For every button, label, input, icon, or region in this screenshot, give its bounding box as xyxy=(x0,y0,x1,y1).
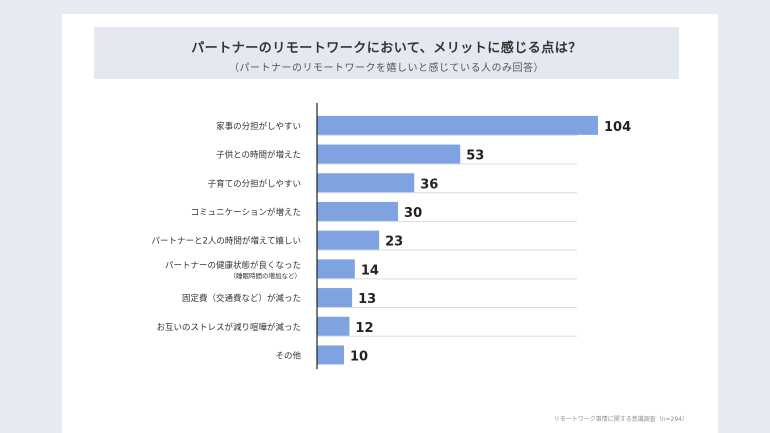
bar xyxy=(317,259,355,279)
category-label: コミュニケーションが増えた xyxy=(191,207,301,218)
data-label: 104 xyxy=(604,120,631,135)
bar xyxy=(317,316,350,336)
category-label: 子供との時間が増えた xyxy=(216,150,301,161)
category-label: パートナーと2人の時間が増えて嬉しい xyxy=(152,236,302,247)
bar-chart: 104 家事の分担がしやすい 53 子供との時間が増えた 36 子育ての分担がしやすい 30… xyxy=(152,103,631,370)
category-label: 子育ての分担がしやすい xyxy=(208,178,301,189)
bar xyxy=(317,115,598,135)
data-label: 13 xyxy=(358,292,376,307)
bar xyxy=(317,230,380,250)
category-label: 固定費（交通費など）が減った xyxy=(182,293,301,304)
category-note: （睡眠時間の増加など） xyxy=(230,271,302,280)
data-label: 14 xyxy=(361,263,379,278)
data-label: 10 xyxy=(350,349,368,364)
bar xyxy=(317,201,399,221)
category-label: その他 xyxy=(275,350,301,361)
bar xyxy=(317,288,353,308)
bar xyxy=(317,144,461,164)
chart-subtitle: （パートナーのリモートワークを嬉しいと感じている人のみ回答） xyxy=(229,63,544,74)
data-label: 30 xyxy=(404,206,422,221)
chart-card: パートナーのリモートワークにおいて、メリットに感じる点は？ （パートナーのリモー… xyxy=(62,14,718,433)
category-label: 家事の分担がしやすい xyxy=(216,121,301,132)
bar xyxy=(317,173,415,193)
data-label: 53 xyxy=(466,149,484,164)
title-band: パートナーのリモートワークにおいて、メリットに感じる点は？ （パートナーのリモー… xyxy=(94,27,679,79)
source-note: リモートワーク事情に関する意識調査（n=294） xyxy=(553,416,688,423)
chart-title: パートナーのリモートワークにおいて、メリットに感じる点は？ xyxy=(191,41,582,56)
data-label: 36 xyxy=(420,177,438,192)
category-label: パートナーの健康状態が良くなった xyxy=(165,260,301,271)
data-label: 12 xyxy=(355,321,373,336)
data-label: 23 xyxy=(385,235,403,250)
bar xyxy=(317,345,345,365)
category-label: お互いのストレスが減り喧嘩が減った xyxy=(156,322,301,333)
